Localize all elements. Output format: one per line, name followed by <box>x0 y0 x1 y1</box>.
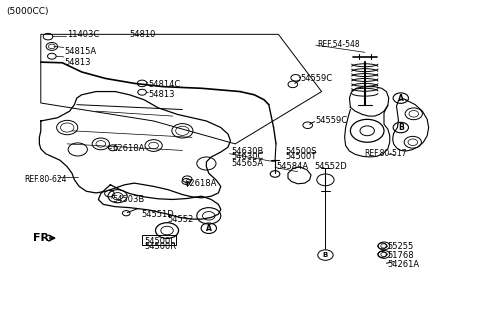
Text: 54810: 54810 <box>130 30 156 39</box>
Text: REF.80-517: REF.80-517 <box>364 149 407 158</box>
Text: A: A <box>206 224 212 233</box>
Text: 54552: 54552 <box>167 215 193 224</box>
Text: 51768: 51768 <box>388 251 414 260</box>
Text: 54503B: 54503B <box>113 195 145 204</box>
Text: B: B <box>323 252 328 258</box>
Text: 54551D: 54551D <box>142 210 174 219</box>
Bar <box>142 235 176 245</box>
Text: 54815A: 54815A <box>65 47 97 56</box>
Text: 54584A: 54584A <box>276 162 308 171</box>
Text: 62618A: 62618A <box>185 179 217 188</box>
Text: B: B <box>398 123 404 132</box>
Text: 54559C: 54559C <box>316 116 348 125</box>
Text: REF.80-624: REF.80-624 <box>24 175 67 184</box>
Text: 54630B: 54630B <box>231 146 264 156</box>
Text: 11403C: 11403C <box>67 30 99 39</box>
Text: A: A <box>398 94 404 103</box>
Text: 54500T: 54500T <box>286 152 317 162</box>
Text: 54565A: 54565A <box>231 159 264 168</box>
Text: 54500S: 54500S <box>286 146 317 156</box>
Text: 54559C: 54559C <box>300 74 332 83</box>
Text: FR: FR <box>33 233 48 243</box>
Text: 55255: 55255 <box>388 242 414 251</box>
Text: 54813: 54813 <box>65 58 91 67</box>
Text: 54500R: 54500R <box>144 242 176 251</box>
Text: 54813: 54813 <box>149 90 175 99</box>
Text: 54552D: 54552D <box>314 162 347 171</box>
Text: 54814C: 54814C <box>149 80 181 89</box>
Text: 54261A: 54261A <box>388 260 420 269</box>
Text: REF.54-548: REF.54-548 <box>317 40 360 49</box>
Text: 54500L: 54500L <box>144 237 175 246</box>
Text: 62618A: 62618A <box>113 144 145 153</box>
Text: (5000CC): (5000CC) <box>6 7 48 16</box>
Text: 54630C: 54630C <box>231 152 264 162</box>
